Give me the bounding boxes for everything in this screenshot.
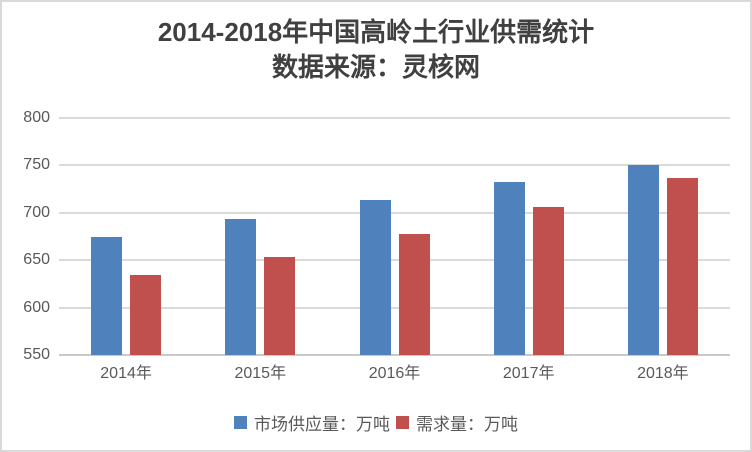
bar-demand-2018年 [666,177,698,355]
y-tick-label: 650 [23,251,50,269]
legend-label-supply: 市场供应量：万吨 [254,415,390,434]
bar-demand-2017年 [532,207,564,355]
bar-supply-2017年 [493,182,525,355]
chart-title: 2014-2018年中国高岭土行业供需统计 数据来源：灵核网 [2,15,750,85]
x-tick-label: 2014年 [100,365,152,382]
x-tick-label: 2018年 [637,365,689,382]
bar-supply-2018年 [627,165,659,355]
gridline [59,259,730,262]
gridline [59,117,730,119]
x-tick-label: 2015年 [234,365,287,382]
bar-supply-2015年 [225,219,257,355]
y-tick-label: 550 [23,346,50,363]
x-tick-label: 2017年 [502,365,555,382]
legend-swatch-supply-icon [234,416,247,429]
chart-title-line2: 数据来源：灵核网 [271,52,480,82]
x-axis-line [59,354,730,356]
legend-label-demand: 需求量：万吨 [416,415,518,434]
bar-demand-2014年 [130,275,162,355]
gridline [59,306,730,309]
legend-item-supply: 市场供应量：万吨 [234,410,390,435]
gridline [59,164,730,167]
legend: 市场供应量：万吨 需求量：万吨 [2,410,750,435]
x-tick-label: 2016年 [368,365,421,382]
chart-title-line1: 2014-2018年中国高岭土行业供需统计 [157,17,595,47]
bar-supply-2016年 [359,200,391,355]
legend-swatch-demand-icon [396,416,409,429]
y-tick-label: 800 [23,109,50,126]
bar-demand-2015年 [264,257,296,355]
legend-item-demand: 需求量：万吨 [396,410,518,435]
bar-demand-2016年 [398,233,430,355]
bar-supply-2014年 [91,236,123,355]
gridline [59,211,730,214]
y-tick-label: 700 [23,203,50,221]
y-tick-label: 750 [23,156,50,174]
y-tick-label: 600 [23,298,50,316]
